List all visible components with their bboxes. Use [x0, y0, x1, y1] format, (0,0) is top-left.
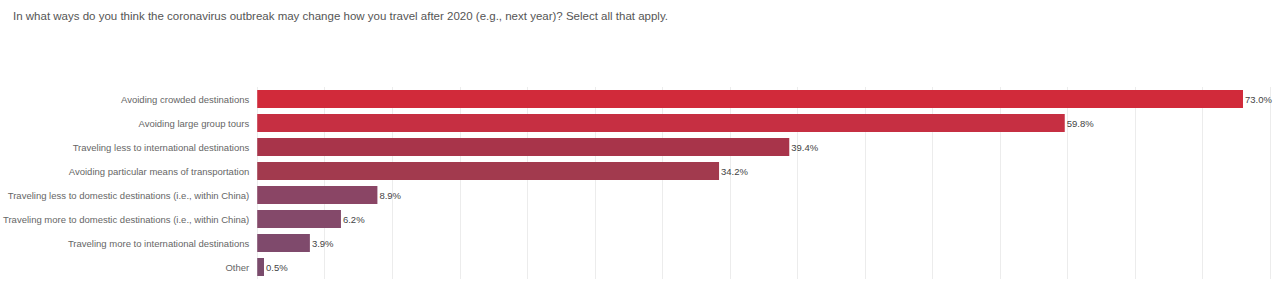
svg-text:73.0%: 73.0%: [1245, 94, 1272, 105]
svg-text:8.9%: 8.9%: [379, 190, 401, 201]
svg-text:6.2%: 6.2%: [343, 214, 365, 225]
svg-text:Traveling more to domestic des: Traveling more to domestic destinations …: [3, 214, 249, 225]
svg-text:Other: Other: [225, 262, 249, 273]
svg-text:Avoiding particular means of t: Avoiding particular means of transportat…: [69, 166, 249, 177]
svg-text:Avoiding large group tours: Avoiding large group tours: [138, 118, 249, 129]
svg-text:Traveling more to internationa: Traveling more to international destinat…: [68, 238, 250, 249]
svg-text:Avoiding crowded destinations: Avoiding crowded destinations: [121, 94, 249, 105]
svg-text:39.4%: 39.4%: [791, 142, 818, 153]
svg-text:34.2%: 34.2%: [721, 166, 748, 177]
svg-text:In what ways do you think the: In what ways do you think the coronaviru…: [13, 10, 668, 22]
svg-text:Traveling less to domestic des: Traveling less to domestic destinations …: [8, 190, 249, 201]
svg-text:3.9%: 3.9%: [312, 238, 334, 249]
svg-text:Traveling less to internationa: Traveling less to international destinat…: [73, 142, 250, 153]
svg-text:59.8%: 59.8%: [1067, 118, 1094, 129]
svg-text:0.5%: 0.5%: [266, 262, 288, 273]
